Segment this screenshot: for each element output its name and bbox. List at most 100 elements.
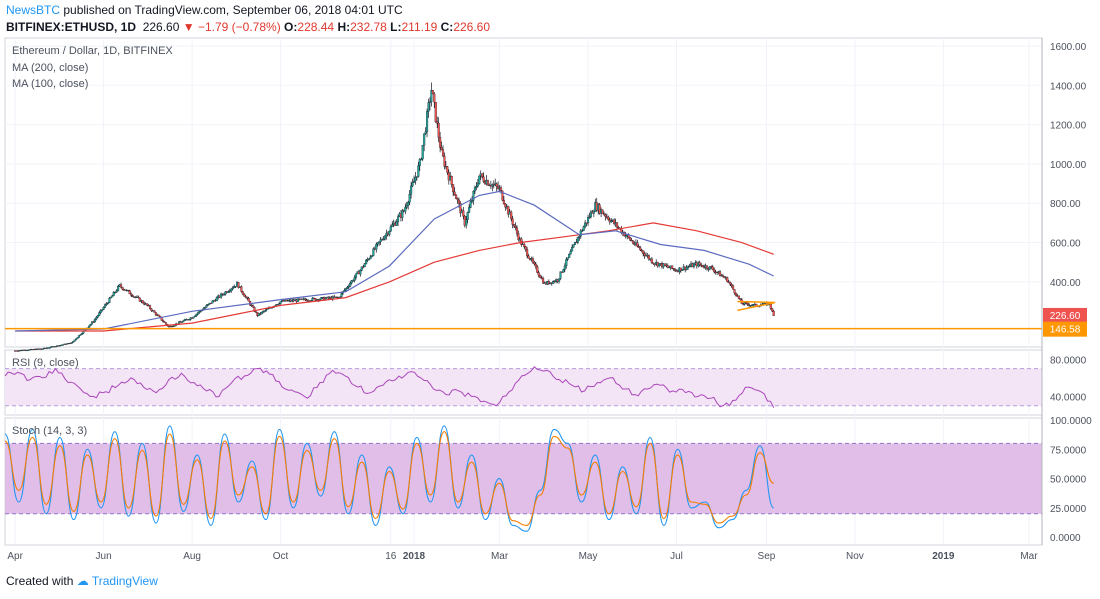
candle-body[interactable] <box>534 263 537 267</box>
candle-body[interactable] <box>369 256 372 260</box>
candle-body[interactable] <box>542 278 545 284</box>
candle-body[interactable] <box>692 263 695 268</box>
candle-body[interactable] <box>383 235 387 240</box>
candle-body[interactable] <box>604 214 607 217</box>
candle-body[interactable] <box>589 211 592 218</box>
candle-body[interactable] <box>647 255 651 260</box>
candle-body[interactable] <box>598 204 601 214</box>
candle-body[interactable] <box>128 290 131 295</box>
candle-body[interactable] <box>75 338 78 341</box>
candle-body[interactable] <box>584 222 587 227</box>
candle-body[interactable] <box>443 155 446 167</box>
candle-body[interactable] <box>504 203 507 208</box>
candle-body[interactable] <box>552 280 555 284</box>
candle-body[interactable] <box>89 324 92 326</box>
candle-body[interactable] <box>359 270 362 275</box>
candle-body[interactable] <box>421 145 424 160</box>
candle-body[interactable] <box>108 297 111 303</box>
candle-body[interactable] <box>193 315 197 318</box>
candle-body[interactable] <box>629 237 632 241</box>
candle-body[interactable] <box>379 239 382 242</box>
candle-body[interactable] <box>382 239 385 241</box>
stoch-k-line[interactable] <box>4 425 775 532</box>
candle-body[interactable] <box>428 101 432 103</box>
candle-body[interactable] <box>427 102 430 112</box>
candle-body[interactable] <box>465 219 468 226</box>
author-link[interactable]: NewsBTC <box>6 3 61 17</box>
candle-body[interactable] <box>417 165 420 177</box>
candle-body[interactable] <box>360 266 363 271</box>
candle-body[interactable] <box>188 319 191 321</box>
candle-body[interactable] <box>470 200 474 203</box>
candle-body[interactable] <box>173 325 176 327</box>
candle-body[interactable] <box>562 269 565 273</box>
candle-body[interactable] <box>391 224 394 227</box>
candle-body[interactable] <box>639 247 642 251</box>
triangle-pattern[interactable] <box>737 300 776 312</box>
candle-body[interactable] <box>112 291 115 296</box>
candle-body[interactable] <box>457 199 461 204</box>
candle-body[interactable] <box>195 313 198 317</box>
candle-body[interactable] <box>750 305 753 307</box>
candle-body[interactable] <box>111 295 114 298</box>
candle-body[interactable] <box>437 122 440 138</box>
candle-body[interactable] <box>76 337 79 339</box>
candle-body[interactable] <box>478 175 481 184</box>
candle-body[interactable] <box>576 237 579 243</box>
candle-body[interactable] <box>98 312 101 316</box>
candle-body[interactable] <box>486 180 490 186</box>
candle-body[interactable] <box>585 222 588 224</box>
price-pane[interactable] <box>5 82 1042 352</box>
candle-body[interactable] <box>424 131 427 134</box>
candle-body[interactable] <box>205 305 208 308</box>
candle-body[interactable] <box>531 258 534 263</box>
candle-body[interactable] <box>698 262 701 265</box>
candle-body[interactable] <box>237 282 240 289</box>
candle-body[interactable] <box>537 272 540 276</box>
candle-body[interactable] <box>436 121 439 124</box>
candle-body[interactable] <box>514 225 517 228</box>
candle-body[interactable] <box>426 111 429 133</box>
candle-body[interactable] <box>99 309 102 313</box>
candle-body[interactable] <box>215 297 218 302</box>
candle-body[interactable] <box>536 266 539 273</box>
candle-body[interactable] <box>729 282 732 285</box>
candle-body[interactable] <box>602 213 606 215</box>
candle-body[interactable] <box>579 230 582 237</box>
candle-body[interactable] <box>220 293 223 298</box>
candle-body[interactable] <box>92 321 95 323</box>
candle-body[interactable] <box>746 302 749 305</box>
candle-body[interactable] <box>163 321 166 323</box>
candle-body[interactable] <box>363 263 366 268</box>
tradingview-link[interactable]: TradingView <box>91 574 158 588</box>
candle-body[interactable] <box>296 298 300 302</box>
candle-body[interactable] <box>115 290 118 293</box>
candle-body[interactable] <box>350 280 353 284</box>
candle-body[interactable] <box>705 265 709 269</box>
candle-body[interactable] <box>459 203 462 214</box>
ma100-line[interactable] <box>15 190 774 332</box>
candle-body[interactable] <box>224 291 227 295</box>
candle-body[interactable] <box>607 216 610 220</box>
candle-body[interactable] <box>588 216 591 218</box>
candle-body[interactable] <box>157 314 160 317</box>
rsi-pane[interactable] <box>4 365 1042 408</box>
candle-body[interactable] <box>453 191 456 196</box>
candle-body[interactable] <box>204 306 207 309</box>
candle-body[interactable] <box>472 191 475 201</box>
candle-body[interactable] <box>222 294 226 296</box>
candle-body[interactable] <box>721 275 724 277</box>
candle-body[interactable] <box>206 304 210 306</box>
candle-body[interactable] <box>362 266 365 268</box>
candle-body[interactable] <box>70 342 73 344</box>
candle-body[interactable] <box>630 239 633 242</box>
candle-body[interactable] <box>713 269 716 273</box>
candle-body[interactable] <box>726 277 729 282</box>
candle-body[interactable] <box>539 275 542 278</box>
candle-body[interactable] <box>196 312 199 315</box>
candle-body[interactable] <box>370 255 373 257</box>
candle-body[interactable] <box>234 286 237 288</box>
candle-body[interactable] <box>617 227 620 229</box>
candle-body[interactable] <box>408 193 411 203</box>
candle-body[interactable] <box>718 271 722 277</box>
